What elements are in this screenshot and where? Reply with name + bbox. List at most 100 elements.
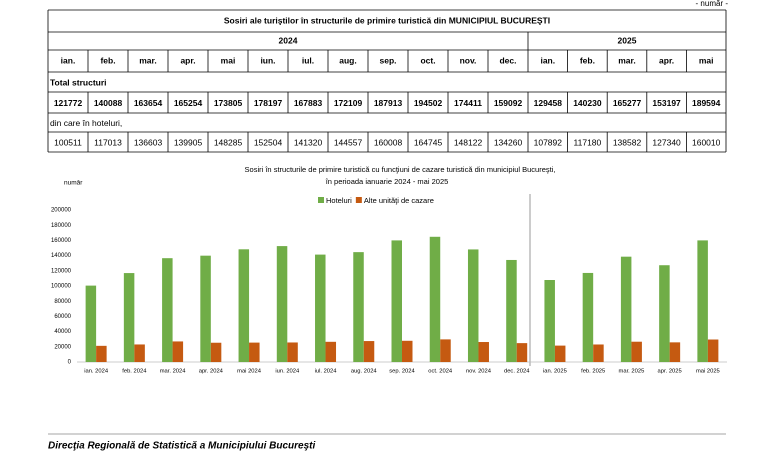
table-cell: 172109: [334, 98, 363, 108]
table-cell: 152504: [254, 137, 283, 147]
table-cell: 189594: [692, 98, 721, 108]
x-tick-label: ian. 2024: [84, 369, 109, 375]
bar: [659, 265, 670, 362]
bar: [516, 343, 528, 362]
table-cell: 194502: [414, 98, 443, 108]
bar: [249, 342, 260, 362]
bar: [123, 273, 135, 362]
bar: [697, 240, 708, 362]
legend-label: Hoteluri: [326, 196, 352, 205]
x-tick-label: sep. 2024: [389, 369, 415, 375]
y-tick-label: 0: [68, 360, 72, 366]
bar: [467, 249, 479, 362]
y-tick-label: 160000: [51, 238, 72, 244]
bar: [134, 344, 145, 362]
table-cell: 139905: [174, 137, 203, 147]
month-header: ian.: [540, 55, 555, 65]
table-cell: 117180: [574, 137, 602, 147]
legend-swatch: [318, 197, 324, 203]
bar: [506, 259, 517, 362]
unit-note: - număr -: [696, 0, 729, 8]
month-header: ian.: [61, 55, 76, 65]
bar: [353, 252, 364, 362]
month-header: oct.: [420, 55, 435, 65]
x-tick-label: mar. 2025: [619, 369, 645, 375]
legend-swatch: [355, 197, 362, 203]
bar: [391, 240, 402, 362]
x-tick-label: iun. 2024: [275, 369, 300, 375]
table-cell: 167883: [294, 98, 323, 108]
bar: [276, 246, 288, 362]
y-tick-label: 120000: [51, 268, 72, 274]
table-cell: 138582: [613, 137, 642, 147]
x-tick-label: mai 2025: [696, 369, 720, 375]
table-cell: 165254: [174, 98, 203, 108]
bar: [440, 339, 451, 362]
table-cell: 141320: [294, 137, 323, 147]
table-cell: 140230: [573, 98, 602, 108]
table-cell: 121772: [54, 98, 83, 108]
bar: [210, 342, 222, 362]
legend-label: Alte unităţi de cazare: [364, 196, 434, 205]
month-header: dec.: [499, 55, 516, 65]
month-header: mar.: [618, 55, 636, 65]
month-header: nov.: [460, 55, 477, 65]
bar: [582, 272, 594, 362]
table-cell: 134260: [494, 137, 523, 147]
y-tick-label: 200000: [51, 208, 72, 214]
bar: [478, 342, 489, 362]
x-tick-label: iul. 2024: [315, 369, 338, 375]
bar: [544, 280, 555, 362]
month-header: sep.: [379, 55, 396, 65]
table-cell: 148122: [454, 137, 483, 147]
row-label: Total structuri: [50, 77, 107, 87]
month-header: mai: [699, 55, 714, 65]
bar: [402, 340, 413, 362]
table-cell: 165277: [613, 98, 642, 108]
table-cell: 163654: [134, 98, 163, 108]
x-tick-label: dec. 2024: [504, 369, 530, 375]
table-cell: 117013: [94, 137, 122, 147]
y-tick-label: 180000: [51, 223, 72, 229]
y-tick-label: 140000: [51, 253, 72, 259]
bar: [363, 341, 375, 362]
month-header: mar.: [139, 55, 157, 65]
month-header: apr.: [180, 55, 195, 65]
footer: Direcţia Regională de Statistică a Munic…: [48, 441, 316, 452]
bar: [593, 344, 604, 362]
bar: [200, 255, 211, 362]
bar: [707, 339, 719, 362]
table-cell: 100511: [54, 137, 82, 147]
month-header: mai: [221, 55, 236, 65]
table-cell: 127340: [652, 137, 681, 147]
bar: [631, 341, 642, 362]
x-tick-label: mai 2024: [237, 369, 262, 375]
chart-subtitle: în perioada ianuarie 2024 - mai 2025: [325, 177, 449, 186]
month-header: feb.: [100, 55, 115, 65]
x-tick-label: oct. 2024: [428, 369, 453, 375]
chart-title: Sosiri în structurile de primire turisti…: [245, 165, 556, 174]
table-cell: 144557: [334, 137, 363, 147]
bar: [325, 341, 337, 362]
month-header: feb.: [580, 55, 595, 65]
table-cell: 107892: [534, 137, 563, 147]
bar: [669, 342, 681, 362]
bar: [238, 249, 250, 362]
y-tick-label: 60000: [54, 314, 71, 320]
table-cell: 140088: [94, 98, 123, 108]
table-cell: 187913: [374, 98, 403, 108]
table-cell: 174411: [454, 98, 482, 108]
y-tick-label: 80000: [54, 299, 71, 305]
x-tick-label: feb. 2024: [122, 369, 147, 375]
table-cell: 129458: [534, 98, 563, 108]
table-cell: 178197: [254, 98, 283, 108]
x-tick-label: nov. 2024: [466, 369, 492, 375]
table-cell: 164745: [414, 137, 443, 147]
table-title: Sosiri ale turiştilor în structurile de …: [224, 15, 550, 25]
bar: [429, 236, 441, 362]
table-cell: 173805: [214, 98, 243, 108]
bar: [287, 342, 298, 362]
month-header: aug.: [339, 55, 356, 65]
y-tick-label: 20000: [54, 344, 71, 350]
